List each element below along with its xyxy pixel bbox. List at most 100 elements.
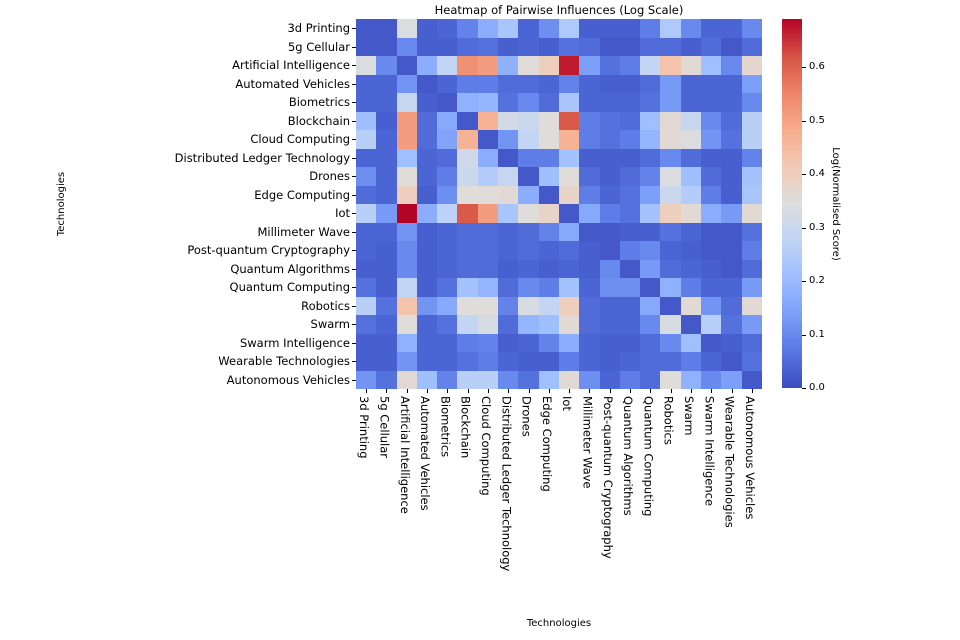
heatmap-cell	[437, 185, 458, 204]
heatmap-cell	[701, 259, 722, 278]
x-tick-label: Blockchain	[458, 396, 473, 459]
heatmap-cell	[518, 352, 539, 371]
heatmap-cell	[457, 93, 478, 112]
heatmap-cell	[701, 167, 722, 186]
heatmap-cell	[518, 259, 539, 278]
heatmap-cell	[477, 259, 499, 278]
heatmap-cell	[498, 333, 519, 352]
x-axis-title: Technologies	[526, 618, 592, 629]
heatmap-cell	[579, 259, 600, 278]
heatmap-cell	[437, 167, 458, 186]
heatmap-cell	[701, 111, 722, 130]
heatmap-cell	[498, 74, 519, 93]
heatmap-cell	[640, 315, 661, 334]
heatmap-cell	[376, 148, 397, 167]
colorbar-tick-label: 0.1	[809, 328, 825, 340]
heatmap-cell	[640, 352, 661, 371]
heatmap-cell	[558, 315, 580, 334]
heatmap-cell	[558, 204, 580, 223]
y-tick-mark	[352, 379, 356, 381]
heatmap-cell	[701, 185, 722, 204]
heatmap-cell	[660, 222, 681, 241]
x-tick-label: Cloud Computing	[478, 396, 493, 496]
heatmap-cell	[660, 315, 681, 334]
heatmap-cell	[599, 204, 620, 223]
heatmap-cell	[599, 93, 620, 112]
heatmap-cell	[619, 352, 641, 371]
x-tick-mark	[487, 389, 489, 393]
y-tick-mark	[352, 324, 356, 326]
heatmap-cell	[498, 111, 519, 130]
y-tick-label: Distributed Ledger Technology	[174, 150, 350, 165]
heatmap-cell	[721, 370, 742, 389]
heatmap-cell	[558, 370, 580, 389]
heatmap-cell	[660, 278, 681, 297]
heatmap-cell	[437, 352, 458, 371]
heatmap-cell	[477, 241, 499, 260]
heatmap-cell	[579, 333, 600, 352]
heatmap-cell	[640, 37, 661, 56]
x-tick-label: Artificial Intelligence	[397, 396, 412, 514]
heatmap-cell	[416, 130, 438, 149]
heatmap-cell	[437, 333, 458, 352]
heatmap-cell	[396, 278, 417, 297]
heatmap-cell	[457, 222, 478, 241]
x-tick-mark	[569, 389, 571, 393]
heatmap-cell	[477, 222, 499, 241]
heatmap-cell	[599, 167, 620, 186]
heatmap-cell	[498, 148, 519, 167]
heatmap-cell	[701, 56, 722, 75]
heatmap-cell	[558, 278, 580, 297]
colorbar-tick-mark	[802, 227, 806, 229]
heatmap-cell	[376, 130, 397, 149]
y-tick-label: Swarm Intelligence	[239, 335, 350, 350]
x-tick-label: Swarm	[681, 396, 696, 436]
heatmap-cell	[701, 19, 722, 38]
colorbar-tick-label: 0.2	[809, 275, 825, 287]
y-tick-label: Iot	[335, 206, 350, 221]
heatmap-cell	[376, 74, 397, 93]
heatmap-cell	[518, 370, 539, 389]
x-tick-mark	[630, 389, 632, 393]
heatmap-cell	[477, 333, 499, 352]
heatmap-cell	[396, 167, 417, 186]
heatmap-cell	[416, 278, 438, 297]
heatmap-cell	[599, 352, 620, 371]
heatmap-cell	[619, 204, 641, 223]
heatmap-cell	[619, 167, 641, 186]
x-tick-label: 3d Printing	[357, 396, 372, 459]
heatmap-cell	[721, 241, 742, 260]
heatmap-cell	[619, 130, 641, 149]
y-tick-label: Wearable Technologies	[218, 354, 350, 369]
heatmap-cell	[599, 222, 620, 241]
y-tick-mark	[352, 361, 356, 363]
heatmap-cell	[396, 296, 417, 315]
heatmap-cell	[558, 37, 580, 56]
heatmap-cell	[538, 19, 559, 38]
heatmap-cell	[579, 37, 600, 56]
heatmap-cell	[680, 333, 702, 352]
y-tick-mark	[352, 102, 356, 104]
x-tick-mark	[711, 389, 713, 393]
heatmap-cell	[416, 333, 438, 352]
heatmap-cell	[396, 93, 417, 112]
y-tick-label: Biometrics	[288, 95, 350, 110]
heatmap-cell	[558, 74, 580, 93]
colorbar-tick-mark	[802, 67, 806, 69]
heatmap-cell	[579, 74, 600, 93]
heatmap-cell	[579, 19, 600, 38]
heatmap-cell	[356, 333, 377, 352]
heatmap-cell	[680, 148, 702, 167]
heatmap-cell	[457, 333, 478, 352]
heatmap-cell	[619, 278, 641, 297]
heatmap-cell	[619, 37, 641, 56]
x-tick-label: Automated Vehicles	[418, 396, 433, 511]
heatmap-cell	[477, 56, 499, 75]
heatmap-cell	[640, 296, 661, 315]
heatmap-cell	[660, 204, 681, 223]
heatmap-cell	[538, 111, 559, 130]
heatmap-cell	[396, 56, 417, 75]
heatmap-cell	[498, 204, 519, 223]
heatmap-cell	[619, 185, 641, 204]
heatmap-cell	[579, 204, 600, 223]
